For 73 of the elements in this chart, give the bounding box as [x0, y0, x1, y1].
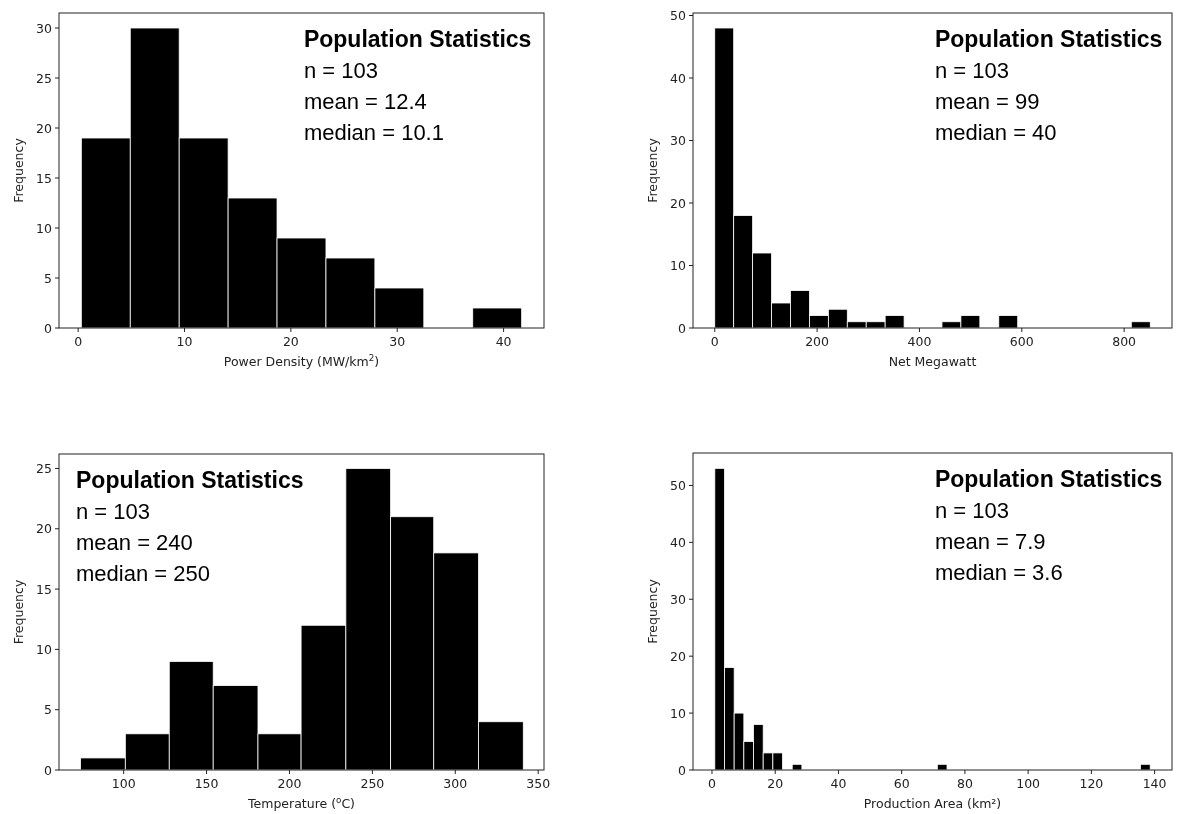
y-tick-label: 10 [670, 705, 687, 721]
annotation: mean = 240 [76, 530, 193, 555]
x-tick-label: 10 [176, 334, 193, 349]
x-tick-label: 0 [74, 334, 83, 349]
y-axis-title: Frequency [645, 137, 660, 203]
x-tick-label: 80 [956, 776, 973, 791]
y-tick-label: 10 [670, 258, 687, 273]
x-tick-label: 250 [360, 776, 385, 791]
annotation: median = 10.1 [303, 120, 444, 145]
y-tick-label: 20 [36, 120, 53, 136]
x-tick-label: 140 [1142, 776, 1167, 791]
annotation: n = 103 [934, 498, 1009, 523]
annotation: median = 250 [76, 561, 210, 586]
x-tick-label: 400 [907, 334, 932, 349]
y-tick-label: 50 [670, 8, 687, 23]
y-tick-label: 15 [36, 581, 52, 597]
x-tick-label: 100 [111, 776, 136, 791]
x-axis-title: Temperature ($^{o}$C) [247, 795, 355, 811]
y-tick-label: 10 [36, 220, 53, 236]
y-tick-label: 30 [36, 20, 53, 36]
x-tick-label: 40 [495, 334, 512, 349]
y-tick-label: 20 [670, 195, 687, 211]
y-tick-label: 25 [36, 70, 52, 86]
y-tick-label: 20 [36, 521, 53, 537]
y-tick-label: 0 [678, 320, 687, 336]
y-tick-label: 30 [670, 133, 687, 148]
x-axis-title: Power Density (MW/km$^{2}$) [223, 353, 380, 369]
annotation: median = 40 [934, 120, 1057, 145]
y-axis-title: Frequency [11, 137, 26, 203]
x-tick-label: 40 [830, 776, 847, 791]
x-tick-label: 30 [389, 334, 406, 349]
annotation: n = 103 [76, 499, 151, 524]
x-tick-label: 200 [277, 776, 302, 791]
x-tick-label: 300 [443, 776, 468, 791]
y-tick-label: 50 [670, 477, 687, 493]
x-tick-label: 800 [1112, 334, 1137, 349]
text: Population Statistics [303, 26, 532, 52]
annotation: n = 103 [934, 58, 1009, 83]
x-tick-label: 0 [710, 334, 719, 349]
y-axis-title: Frequency [645, 578, 660, 644]
text: Population Statistics [76, 467, 304, 493]
x-axis-title: Net Megawatt [888, 354, 977, 369]
annotation: median = 3.6 [934, 560, 1063, 585]
y-tick-label: 15 [36, 170, 52, 186]
annotation: mean = 7.9 [934, 529, 1046, 554]
y-tick-label: 5 [44, 702, 52, 718]
x-tick-label: 120 [1079, 776, 1104, 791]
annotation: mean = 99 [934, 89, 1040, 114]
x-tick-label: 20 [282, 334, 299, 349]
y-axis-title: Frequency [11, 579, 26, 645]
y-tick-label: 10 [36, 641, 53, 657]
annotation: n = 103 [303, 58, 378, 83]
y-tick-label: 20 [670, 648, 687, 664]
y-tick-label: 5 [44, 270, 52, 286]
text: Population Statistics [934, 26, 1163, 52]
x-tick-label: 100 [1016, 776, 1041, 791]
x-tick-label: 600 [1009, 334, 1034, 349]
y-tick-label: 0 [678, 762, 687, 778]
x-tick-label: 20 [767, 776, 784, 791]
x-tick-label: 200 [805, 334, 830, 349]
y-tick-label: 0 [44, 320, 53, 336]
annotation: mean = 12.4 [303, 89, 427, 114]
y-tick-label: 40 [670, 534, 687, 550]
y-tick-label: 30 [670, 591, 687, 607]
x-tick-label: 0 [707, 776, 716, 791]
x-tick-label: 350 [526, 776, 551, 791]
text: Population Statistics [934, 466, 1163, 492]
x-tick-label: 60 [893, 776, 910, 791]
y-tick-label: 25 [36, 460, 52, 476]
y-tick-label: 40 [670, 70, 687, 86]
x-tick-label: 150 [194, 776, 219, 791]
y-tick-label: 0 [44, 762, 53, 778]
x-axis-title: Production Area (km²) [863, 796, 1002, 811]
